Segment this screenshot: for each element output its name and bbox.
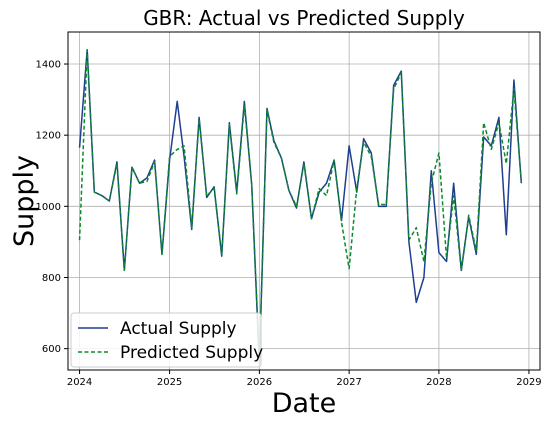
chart-title: GBR: Actual vs Predicted Supply bbox=[143, 6, 465, 30]
predicted-supply-line bbox=[78, 49, 523, 361]
legend: Actual Supply Predicted Supply bbox=[70, 312, 263, 368]
grid bbox=[68, 32, 540, 370]
legend-box bbox=[70, 312, 262, 368]
x-tick-label: 2029 bbox=[516, 377, 541, 388]
x-tick-label: 2028 bbox=[426, 377, 451, 388]
legend-label-predicted: Predicted Supply bbox=[120, 343, 263, 363]
y-tick-label: 800 bbox=[42, 273, 61, 284]
y-tick-label: 1000 bbox=[36, 202, 61, 213]
y-tick-label: 1400 bbox=[36, 60, 61, 71]
y-tick-label: 1200 bbox=[36, 131, 61, 142]
axes-ticks: 600 800 1000 1200 1400 2024 2025 2026 2027 2028 20… bbox=[36, 60, 542, 388]
x-tick-label: 2027 bbox=[336, 377, 361, 388]
x-tick-label: 2024 bbox=[67, 377, 92, 388]
series bbox=[78, 49, 523, 366]
x-axis-label: Date bbox=[272, 388, 337, 419]
y-axis-label: Supply bbox=[9, 155, 40, 247]
x-tick-label: 2026 bbox=[247, 377, 272, 388]
x-tick-label: 2025 bbox=[157, 377, 182, 388]
y-tick-label: 600 bbox=[42, 344, 61, 355]
legend-label-actual: Actual Supply bbox=[120, 319, 237, 339]
plot-frame bbox=[67, 31, 541, 371]
